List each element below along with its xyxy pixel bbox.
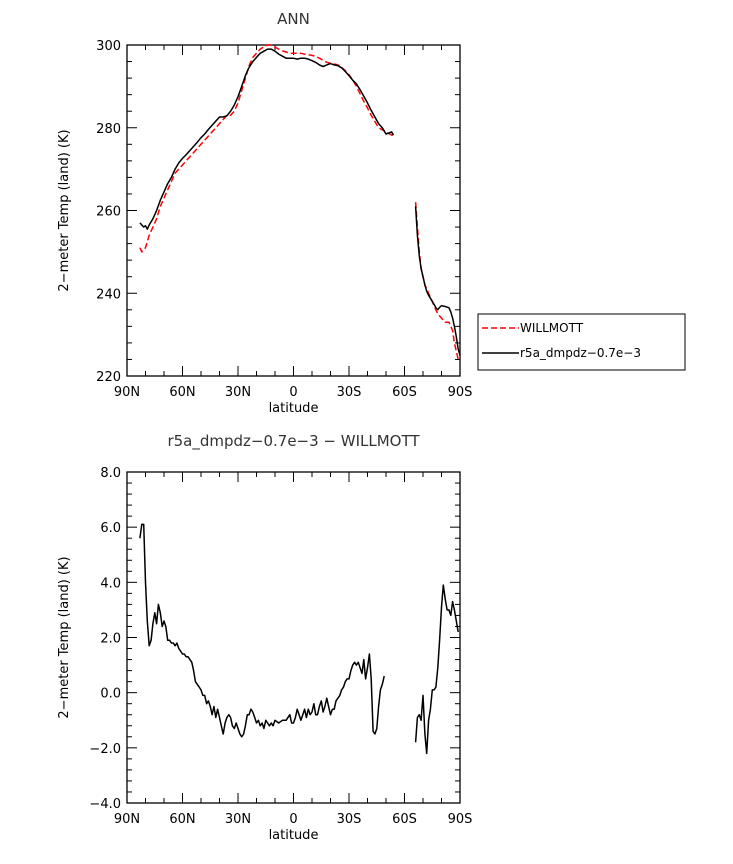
series-line-r5a-dmpdz-0-7e-3: [139, 48, 395, 230]
series-line-willmott: [414, 202, 459, 360]
x-tick-label: 30S: [337, 812, 362, 827]
y-tick-label: 240: [96, 287, 121, 302]
y-tick-label: −4.0: [89, 797, 121, 812]
y-tick-label: 6.0: [100, 521, 121, 536]
chart-title: r5a_dmpdz−0.7e−3 − WILLMOTT: [167, 432, 420, 451]
y-axis-label: 2−meter Temp (land) (K): [57, 556, 72, 718]
x-tick-label: 60S: [392, 812, 417, 827]
difference-line: [414, 584, 459, 755]
legend-box: [477, 313, 686, 371]
x-tick-label: 30N: [225, 385, 251, 400]
x-tick-label: 60N: [169, 385, 195, 400]
chart-title: ANN: [277, 10, 310, 28]
y-tick-label: 260: [96, 205, 121, 220]
y-tick-label: 220: [96, 370, 121, 385]
x-axis-label: latitude: [269, 828, 319, 843]
difference-line: [139, 523, 385, 738]
legend-entry: r5a_dmpdz−0.7e−3: [520, 346, 641, 360]
legend-entry: WILLMOTT: [520, 321, 584, 335]
x-tick-label: 0: [289, 385, 297, 400]
y-tick-label: 300: [96, 39, 121, 54]
series-line-r5a-dmpdz-0-7e-3: [414, 206, 461, 356]
x-tick-label: 30N: [225, 812, 251, 827]
x-tick-label: 90N: [114, 385, 140, 400]
plot-frame: [126, 44, 461, 377]
y-axis-label: 2−meter Temp (land) (K): [57, 129, 72, 291]
difference-plot: r5a_dmpdz−0.7e−3 − WILLMOTT 90N 60N 30N 0 30S…: [57, 432, 472, 843]
y-tick-label: 8.0: [100, 466, 121, 481]
y-tick-label: 280: [96, 122, 121, 137]
series-line-willmott: [139, 44, 394, 253]
x-tick-label: 0: [289, 812, 297, 827]
legend: WILLMOTT r5a_dmpdz−0.7e−3: [477, 313, 686, 371]
y-tick-label: 4.0: [100, 576, 121, 591]
x-tick-label: 90S: [448, 812, 473, 827]
x-tick-label: 30S: [337, 385, 362, 400]
y-tick-label: 0.0: [100, 687, 121, 702]
x-axis-label: latitude: [269, 401, 319, 416]
x-tick-label: 60S: [392, 385, 417, 400]
y-tick-label: −2.0: [89, 742, 121, 757]
x-tick-label: 90N: [114, 812, 140, 827]
plot-frame: [126, 471, 461, 804]
temperature-plot: ANN 90N 60N 30N 0 30S 60S 90S 220 240 260 280 300 lat…: [57, 10, 686, 416]
x-tick-label: 90S: [448, 385, 473, 400]
y-tick-label: 2.0: [100, 632, 121, 647]
x-tick-label: 60N: [169, 812, 195, 827]
